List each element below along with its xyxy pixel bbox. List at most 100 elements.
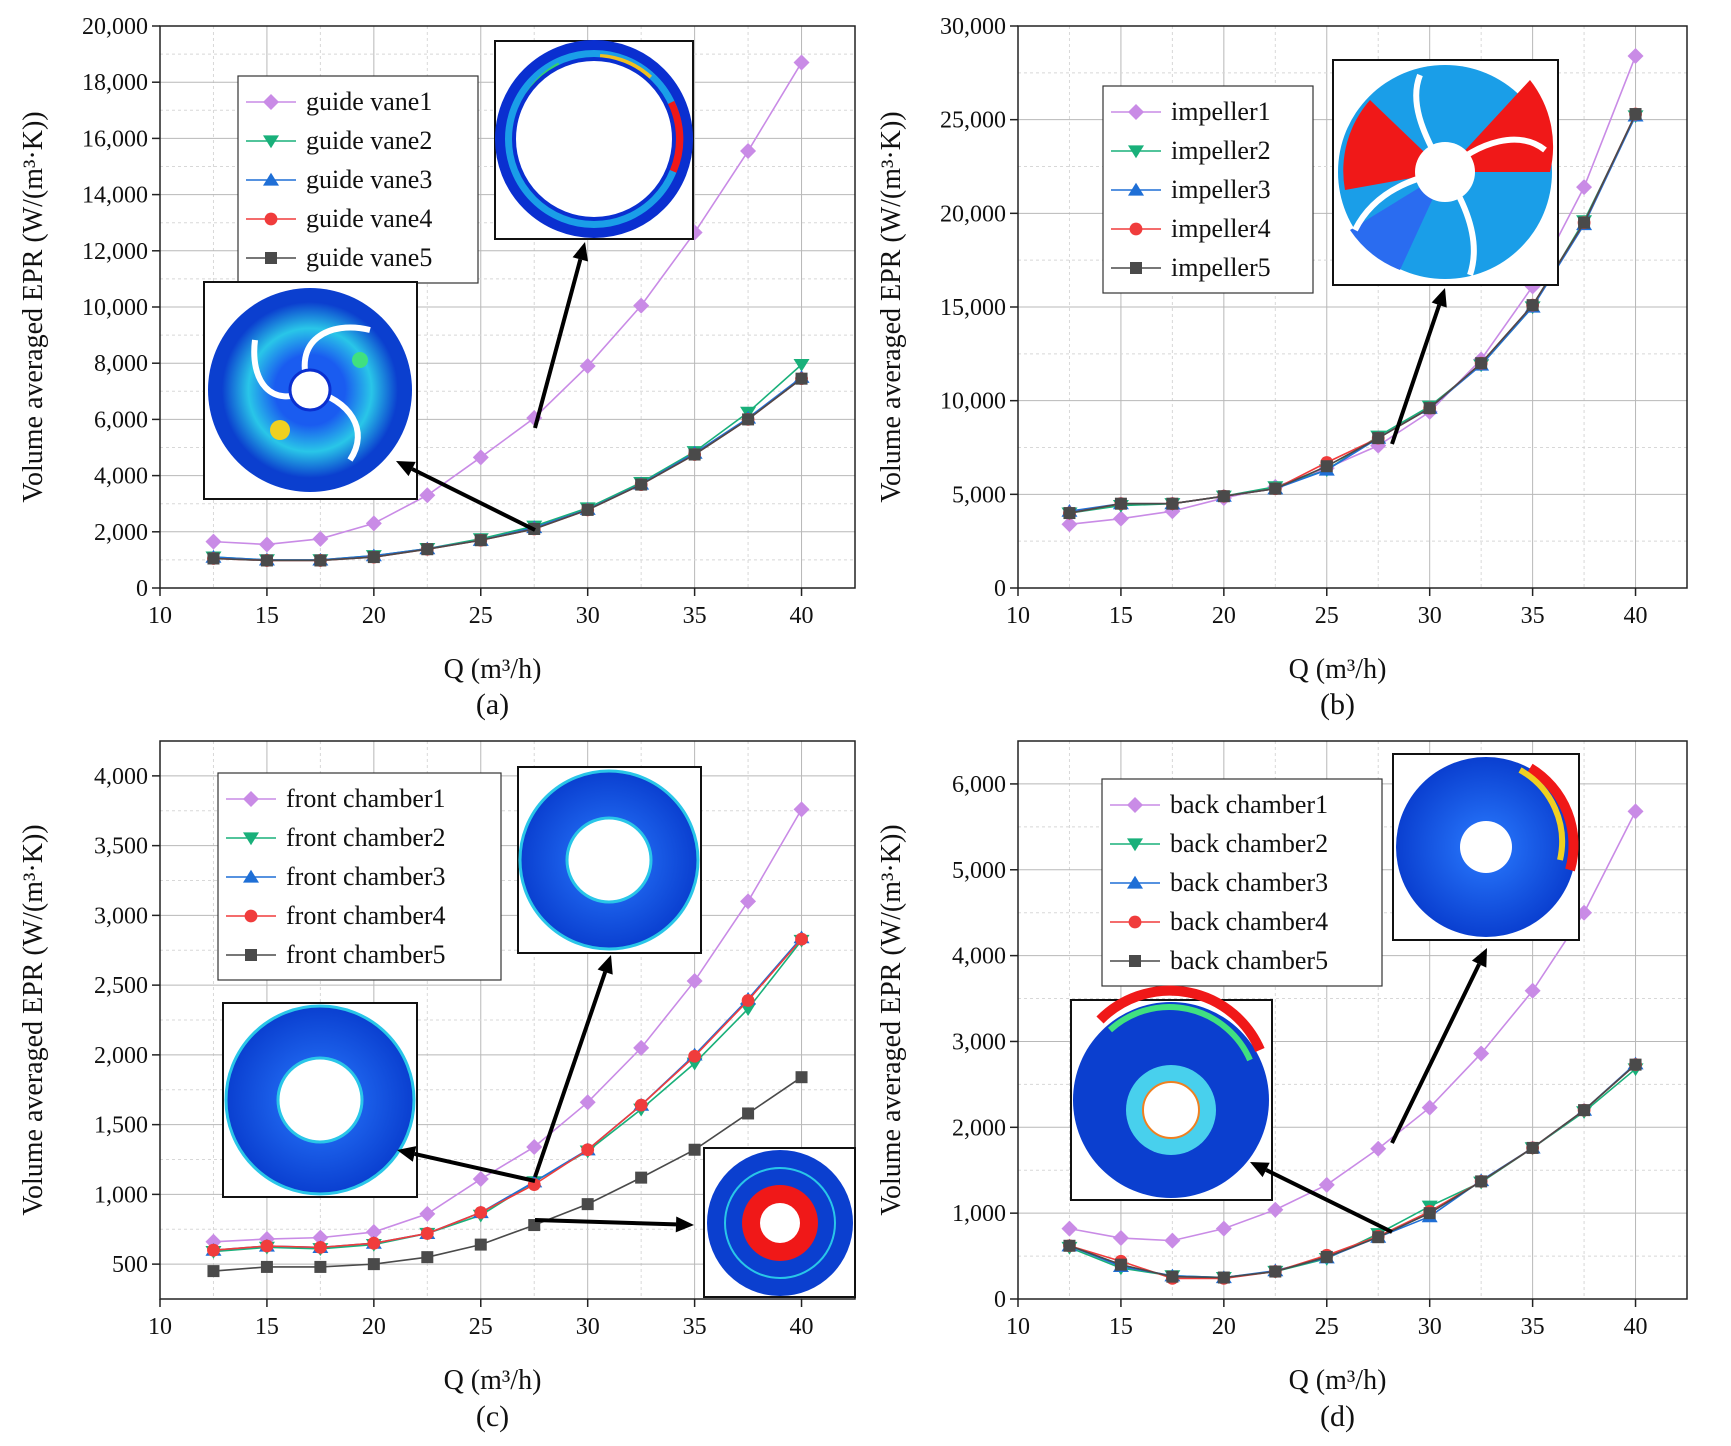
data-point-4-2 (314, 554, 327, 567)
y-tick-label: 4,000 (94, 764, 148, 790)
data-point-3-9 (688, 1049, 702, 1063)
data-point-4-11 (795, 372, 808, 385)
data-point-3-5 (474, 1206, 488, 1219)
data-point-1-10 (740, 1003, 757, 1017)
data-point-0-7 (579, 1094, 596, 1111)
panel-label: (c) (476, 1400, 509, 1433)
x-tick-label: 35 (1521, 603, 1545, 629)
data-point-0-2 (312, 530, 329, 547)
y-tick-label: 3,000 (94, 903, 148, 929)
data-point-1-11 (793, 359, 810, 372)
y-tick-label: 0 (136, 576, 148, 602)
legend: guide vane1 guide vane2 guide vane3 guide v… (237, 75, 479, 284)
legend-marker (244, 909, 258, 923)
legend-label: front chamber2 (286, 823, 446, 852)
data-point-3-3 (367, 1236, 381, 1250)
data-point-4-10 (742, 413, 755, 426)
legend-marker (1129, 955, 1141, 967)
panel-label: (d) (1320, 1400, 1355, 1433)
data-point-0-9 (686, 972, 703, 989)
y-tick-label: 4,000 (94, 464, 148, 490)
data-point-0-2 (1164, 1232, 1181, 1249)
data-point-4-5 (474, 534, 487, 547)
x-tick-label: 15 (255, 603, 279, 629)
y-tick-label: 6,000 (94, 407, 148, 433)
series-line-0 (213, 62, 803, 546)
chart-panel-3: 10 15 20 25 30 35 40 0 1,000 2,000 3,000 4,000 5,000… (876, 740, 1688, 1433)
y-tick-label: 5,000 (952, 482, 1006, 508)
data-point-0-9 (1524, 982, 1541, 999)
legend-label: back chamber4 (1170, 907, 1328, 936)
data-point-0-3 (365, 1224, 382, 1241)
y-tick-label: 16,000 (82, 126, 148, 152)
data-point-4-7 (1423, 402, 1436, 415)
x-tick-label: 20 (362, 1314, 386, 1340)
data-point-4-3 (367, 1258, 380, 1271)
y-tick-label: 2,000 (94, 1043, 148, 1069)
data-point-3-1 (260, 1239, 274, 1253)
x-tick-label: 25 (1315, 603, 1339, 629)
arrow-a-left (396, 461, 536, 532)
y-tick-label: 3,500 (94, 834, 148, 860)
data-point-4-6 (1372, 1231, 1385, 1244)
series-group (205, 801, 810, 1278)
y-tick-label: 30,000 (940, 14, 1006, 40)
x-tick-label: 20 (362, 603, 386, 629)
x-tick-label: 25 (469, 1314, 493, 1340)
legend-marker (263, 172, 279, 186)
legend-marker (1130, 262, 1142, 274)
legend-marker (1128, 145, 1144, 159)
legend-label: front chamber3 (286, 862, 446, 891)
data-point-4-7 (581, 1198, 594, 1211)
data-point-4-9 (1526, 1141, 1539, 1154)
plot-frame (1017, 740, 1688, 1300)
inset-front-chamber-left (222, 1002, 418, 1198)
x-tick-label: 30 (576, 1314, 600, 1340)
y-tick-label: 6,000 (952, 772, 1006, 798)
data-point-0-0 (205, 533, 222, 550)
data-point-3-11 (795, 932, 808, 946)
data-point-0-0 (1061, 1220, 1078, 1237)
data-point-4-0 (1063, 507, 1076, 520)
legend-marker (264, 212, 278, 226)
data-point-4-0 (207, 552, 220, 565)
series-line-4 (1069, 113, 1637, 514)
y-axis-label: Volume averaged EPR (W/(m³·K)) (876, 824, 907, 1215)
data-point-0-11 (793, 54, 810, 71)
legend-marker (1127, 797, 1143, 813)
data-point-4-8 (635, 478, 648, 491)
y-tick-label: 8,000 (94, 351, 148, 377)
series-line-4 (1069, 1064, 1637, 1279)
data-point-4-10 (742, 1107, 755, 1120)
data-point-4-0 (1063, 1239, 1076, 1252)
x-tick-label: 35 (683, 603, 707, 629)
data-point-4-3 (367, 551, 380, 564)
data-point-3-10 (741, 994, 755, 1007)
data-point-0-7 (1421, 1099, 1438, 1116)
data-point-0-10 (740, 143, 757, 160)
chart-panel-1: 10 15 20 25 30 35 40 0 5,000 10,000 15,000 20,000 25… (876, 14, 1688, 721)
legend-marker (243, 869, 259, 883)
legend-marker (263, 135, 279, 149)
y-axis-label: Volume averaged EPR (W/(m³·K)) (18, 824, 49, 1215)
x-tick-label: 10 (1006, 1314, 1030, 1340)
data-point-3-8 (634, 1098, 648, 1112)
panel-label: (a) (476, 688, 509, 721)
data-point-0-0 (1061, 516, 1078, 533)
data-point-4-5 (474, 1238, 487, 1251)
y-tick-label: 20,000 (940, 201, 1006, 227)
legend-marker (265, 252, 277, 264)
x-tick-label: 25 (469, 603, 493, 629)
y-tick-label: 0 (994, 1287, 1006, 1313)
data-point-0-1 (1112, 1230, 1129, 1247)
inset-guide-vane-ring (494, 40, 694, 240)
y-tick-label: 20,000 (82, 14, 148, 40)
series-line-0 (213, 808, 803, 1243)
data-point-4-2 (1166, 1270, 1179, 1283)
legend-marker (243, 832, 259, 846)
x-tick-label: 40 (790, 1314, 814, 1340)
arrow-c-left (397, 1146, 536, 1183)
chart-panel-2: 10 15 20 25 30 35 40 500 1,000 1,500 2,000 2,500 3,0… (18, 740, 856, 1433)
y-tick-label: 0 (994, 576, 1006, 602)
